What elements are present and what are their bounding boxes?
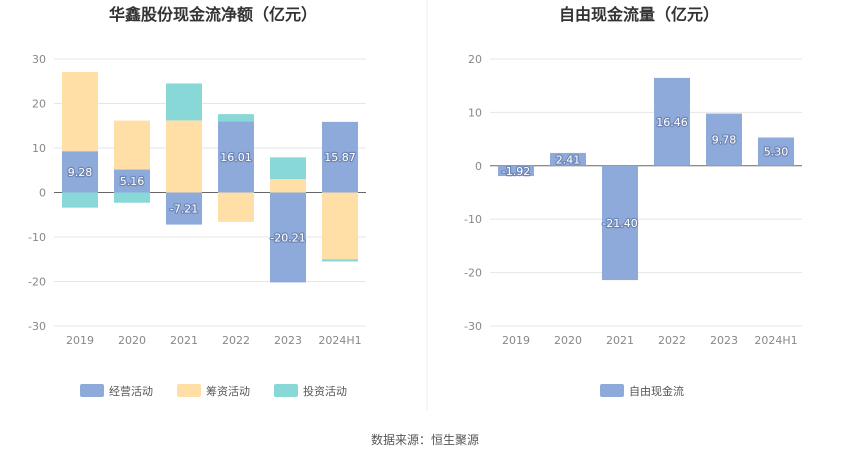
- legend-swatch[interactable]: [177, 384, 201, 397]
- legend-swatch[interactable]: [80, 384, 104, 397]
- bar-经营活动-2021: [166, 192, 202, 225]
- y-tick-label: 20: [32, 98, 46, 111]
- x-tick-label: 2023: [274, 334, 302, 347]
- y-tick-label: 10: [468, 106, 482, 119]
- data-label: 5.30: [764, 146, 789, 159]
- bar-投资活动-2021: [166, 83, 202, 121]
- bar-投资活动-2019: [62, 192, 98, 208]
- bar-筹资活动-2021: [166, 120, 202, 193]
- x-tick-label: 2022: [222, 334, 250, 347]
- bar-经营活动-2024H1: [322, 121, 358, 193]
- y-tick-label: -30: [28, 320, 46, 333]
- data-label: -20.21: [270, 231, 305, 244]
- y-tick-label: -30: [464, 320, 482, 333]
- chart-title: 华鑫股份现金流净额（亿元）: [109, 5, 317, 24]
- x-tick-label: 2022: [658, 334, 686, 347]
- bar-筹资活动-2020: [114, 120, 150, 170]
- data-label: 2.41: [556, 153, 581, 166]
- x-tick-label: 2021: [170, 334, 198, 347]
- legend-label[interactable]: 投资活动: [303, 384, 347, 398]
- data-label: 16.46: [656, 116, 688, 129]
- data-label: -7.21: [170, 203, 198, 216]
- bar-自由现金流-2023: [706, 113, 742, 166]
- legend-label[interactable]: 经营活动: [109, 384, 153, 398]
- legend-swatch[interactable]: [274, 384, 298, 397]
- bar-投资活动-2022: [218, 114, 254, 122]
- x-tick-label: 2019: [66, 334, 94, 347]
- y-tick-label: 20: [468, 53, 482, 66]
- data-label: -21.40: [602, 217, 637, 230]
- right-chart-free-cash-flow: 自由现金流量（亿元） 20 10 0 -10 -20 -30 2019 2020 2021 2022…: [464, 5, 802, 398]
- data-label: 5.16: [120, 175, 145, 188]
- data-label: 15.87: [324, 151, 356, 164]
- data-label: 16.01: [220, 151, 252, 164]
- bar-自由现金流-2021: [602, 165, 638, 281]
- data-source-note: 数据来源：恒生聚源: [370, 433, 479, 447]
- bar-投资活动-2023: [270, 157, 306, 180]
- data-label: -1.92: [502, 165, 530, 178]
- data-label: 9.78: [712, 134, 737, 147]
- x-tick-label: 2020: [554, 334, 582, 347]
- bar-投资活动-2024H1: [322, 259, 358, 262]
- y-tick-label: 10: [32, 142, 46, 155]
- legend-swatch[interactable]: [600, 384, 624, 397]
- left-chart-cash-flow: 华鑫股份现金流净额（亿元） 30 20 10 0 -10 -20 -30 2019 2020 202…: [28, 5, 366, 398]
- bar-筹资活动-2024H1: [322, 192, 358, 260]
- bar-经营活动-2020: [114, 169, 150, 193]
- x-tick-label: 2021: [606, 334, 634, 347]
- y-tick-label: -10: [464, 213, 482, 226]
- chart-title: 自由现金流量（亿元）: [559, 5, 719, 24]
- bar-自由现金流-2022: [654, 77, 690, 166]
- data-label: 9.28: [68, 166, 93, 179]
- y-tick-label: 0: [475, 160, 482, 173]
- bar-经营活动-2019: [62, 151, 98, 193]
- bar-自由现金流-2019: [498, 165, 534, 177]
- y-tick-label: 30: [32, 53, 46, 66]
- x-tick-label: 2019: [502, 334, 530, 347]
- bar-投资活动-2020: [114, 192, 150, 203]
- x-tick-label: 2020: [118, 334, 146, 347]
- x-tick-label: 2024H1: [318, 334, 361, 347]
- y-tick-label: -20: [464, 267, 482, 280]
- y-tick-label: 0: [39, 187, 46, 200]
- legend-label[interactable]: 筹资活动: [206, 384, 250, 398]
- bar-筹资活动-2023: [270, 179, 306, 193]
- bar-自由现金流-2020: [550, 152, 586, 166]
- legend-label[interactable]: 自由现金流: [629, 384, 684, 398]
- y-tick-label: -20: [28, 276, 46, 289]
- bar-筹资活动-2022: [218, 192, 254, 222]
- x-tick-label: 2024H1: [754, 334, 797, 347]
- bar-经营活动-2023: [270, 192, 306, 283]
- x-tick-label: 2023: [710, 334, 738, 347]
- y-tick-label: -10: [28, 231, 46, 244]
- bar-经营活动-2022: [218, 121, 254, 193]
- bar-筹资活动-2019: [62, 71, 98, 152]
- bar-自由现金流-2024H1: [758, 137, 794, 166]
